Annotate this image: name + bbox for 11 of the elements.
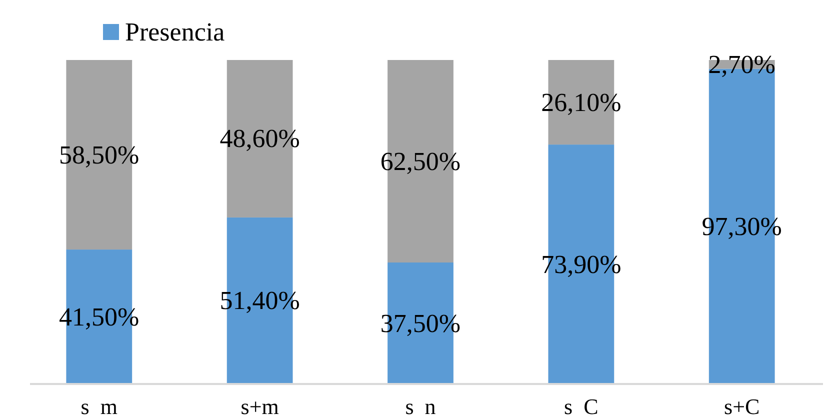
x-tick-label: s C [564,394,598,416]
data-label: 62,50% [380,146,461,176]
x-tick-label: s+C [724,394,760,416]
data-label: 2,70% [708,50,776,79]
data-label: 26,10% [541,88,622,117]
legend-label: Presencia [125,18,226,46]
x-tick-label: s+m [240,394,279,416]
data-label: 48,60% [220,124,300,154]
data-label: 58,50% [59,140,140,170]
x-tick-label: s m [80,394,118,416]
x-tick-label: s n [405,394,436,416]
